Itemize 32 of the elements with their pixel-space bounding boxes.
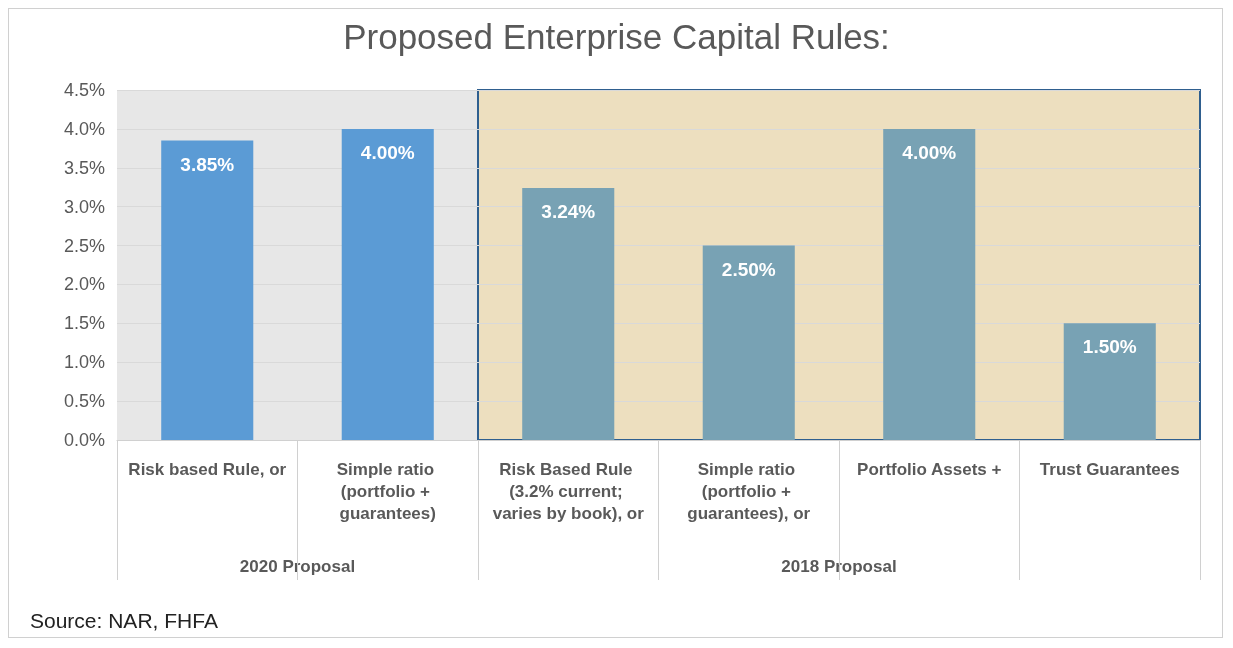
y-tick-label: 2.0%: [63, 274, 105, 295]
band-label: 2018 Proposal: [781, 556, 897, 576]
x-tick-label: Simple ratio (portfolio + guarantees): [336, 459, 439, 523]
y-tick-label: 0.0%: [63, 430, 105, 450]
y-tick-label: 3.0%: [63, 196, 105, 217]
data-label: 2.50%: [721, 258, 776, 280]
y-tick-label: 3.5%: [63, 157, 105, 178]
band-label: 2020 Proposal: [239, 556, 356, 576]
data-label: 4.00%: [902, 141, 957, 163]
y-tick-label: 1.5%: [63, 313, 105, 334]
y-tick-label: 0.5%: [63, 391, 105, 412]
data-label: 3.85%: [180, 153, 235, 175]
bar: [702, 245, 795, 440]
bar: [522, 188, 615, 440]
x-tick-label: Risk based Rule, or: [128, 459, 287, 479]
x-tick-label: Simple ratio (portfolio + guarantees), or: [687, 459, 811, 523]
bar: [341, 128, 434, 440]
y-tick-label: 4.5%: [63, 80, 105, 100]
x-tick-label: Trust Guarantees: [1039, 459, 1180, 479]
data-label: 3.24%: [541, 201, 596, 222]
x-tick-label: Portfolio Assets +: [857, 459, 1002, 479]
y-tick-label: 2.5%: [63, 235, 105, 256]
data-label: 4.00%: [360, 141, 415, 163]
y-tick-label: 4.0%: [63, 118, 105, 139]
source-note: Source: NAR, FHFA: [30, 608, 218, 632]
chart-title: Proposed Enterprise Capital Rules:: [343, 17, 890, 56]
bar: [1063, 323, 1156, 440]
bar: [883, 128, 976, 440]
x-tick-label: Risk Based Rule (3.2% current; varies by book), or: [492, 459, 645, 523]
data-label: 1.50%: [1082, 336, 1137, 358]
y-tick-label: 1.0%: [63, 352, 105, 373]
bar: [161, 140, 254, 440]
